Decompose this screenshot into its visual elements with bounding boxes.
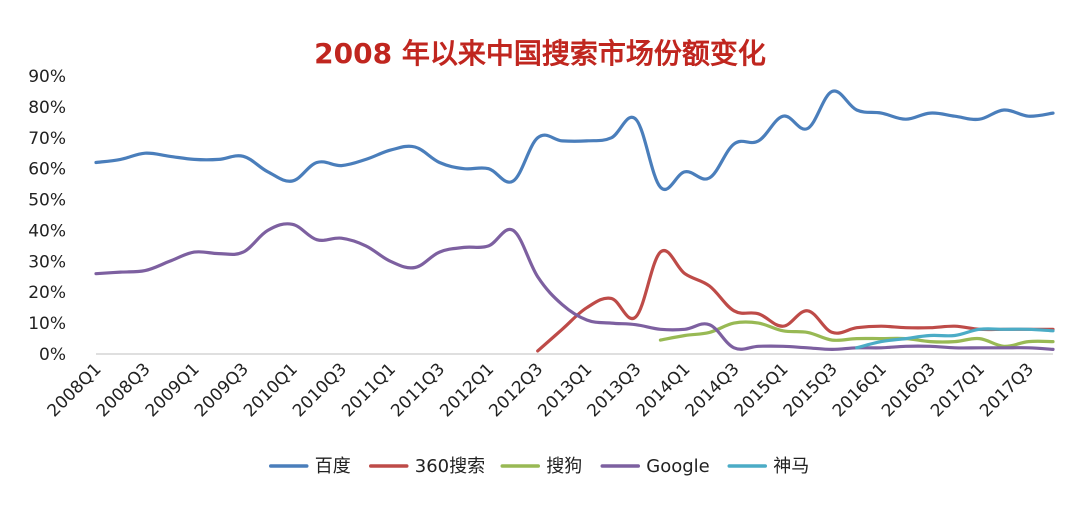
series-line [855, 327, 1055, 350]
chart-title: 2008 年以来中国搜索市场份额变化 [314, 37, 766, 70]
x-axis-ticks: 2008Q12008Q32009Q12009Q32010Q12010Q32011… [44, 359, 1038, 421]
legend: 百度 360搜索 搜狗 Google 神马 [269, 456, 809, 477]
y-tick-label: 10% [28, 314, 66, 334]
legend-label: 搜狗 [546, 456, 582, 477]
y-tick-label: 0% [39, 345, 66, 365]
y-tick-label: 50% [28, 191, 66, 211]
y-tick-label: 90% [28, 67, 66, 87]
legend-label: 360搜索 [415, 456, 485, 477]
legend-label: 百度 [315, 456, 351, 477]
y-axis-ticks: 0% 10% 20% 30% 40% 50% 60% 70% 80% 90% [28, 67, 66, 365]
y-tick-label: 70% [28, 129, 66, 149]
y-tick-label: 30% [28, 252, 66, 272]
legend-label: Google [646, 456, 709, 477]
legend-label: 神马 [773, 456, 809, 477]
y-tick-label: 20% [28, 283, 66, 303]
series-line [94, 89, 1055, 191]
x-tick-label: 2017Q3 [976, 359, 1038, 421]
series-line [658, 320, 1055, 348]
series-line [94, 222, 1055, 351]
y-tick-label: 60% [28, 160, 66, 180]
y-tick-label: 40% [28, 221, 66, 241]
series-line [536, 248, 1055, 353]
y-tick-label: 80% [28, 98, 66, 118]
series-lines [94, 89, 1055, 353]
